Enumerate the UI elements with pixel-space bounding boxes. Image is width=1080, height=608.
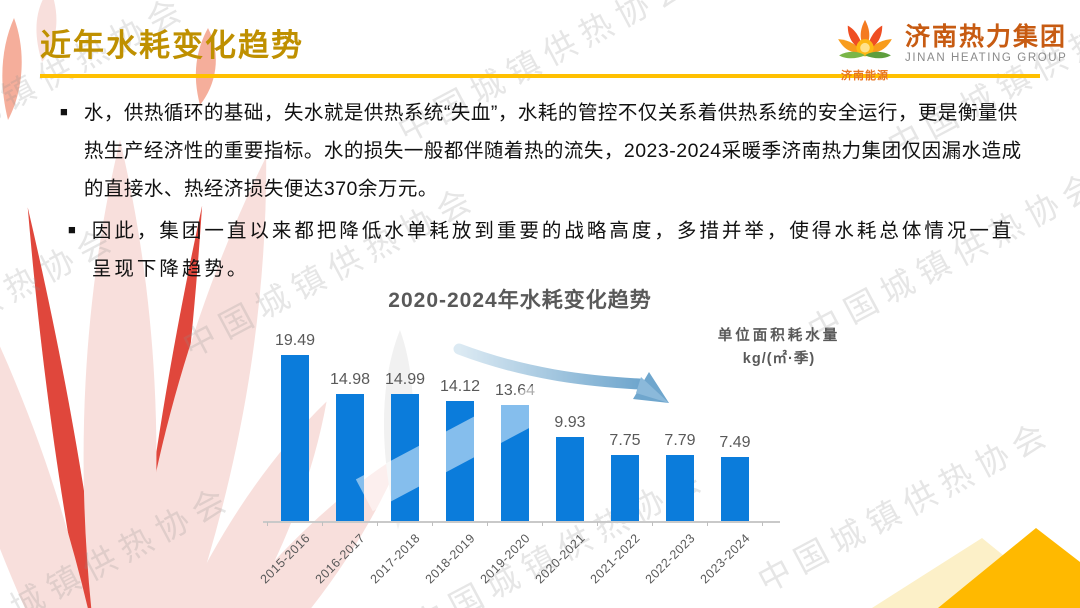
page-title: 近年水耗变化趋势 (40, 28, 304, 63)
lotus-flame-logo-icon (838, 19, 892, 59)
x-axis-label-2021-2022: 2021-2022 (587, 531, 643, 587)
downward-trend-arrow (453, 343, 669, 403)
bar-2016-2017 (336, 394, 364, 521)
x-axis-label-2022-2023: 2022-2023 (642, 531, 698, 587)
bullet-text-1: 水，供热循环的基础，失水就是供热系统“失血”，水耗的管控不仅关系着供热系统的安全… (83, 102, 1022, 200)
axis-tick (706, 522, 708, 526)
bullet-marker: ■ (68, 222, 76, 237)
corner-gold-triangle (938, 528, 1080, 608)
bullet-text-2: 因此，集团一直以来都把降低水单耗放到重要的战略高度，多措并举，使得水耗总体情况一… (91, 220, 1015, 280)
company-name-en: JINAN HEATING GROUP (905, 52, 1068, 64)
company-name-cn: 济南热力集团 (905, 23, 1068, 51)
axis-tick (486, 522, 488, 526)
x-axis-label-2016-2017: 2016-2017 (312, 531, 368, 587)
axis-tick (321, 522, 323, 526)
x-axis-label-2020-2021: 2020-2021 (532, 531, 588, 587)
company-logo: 济南能源 济南热力集团 JINAN HEATING GROUP (833, 18, 1067, 83)
chart-title: 2020-2024年水耗变化趋势 (388, 289, 652, 312)
body-text: ■ 水，供热循环的基础，失水就是供热系统“失血”，水耗的管控不仅关系着供热系统的… (60, 94, 1035, 292)
axis-tick (541, 522, 543, 526)
axis-tick (761, 522, 763, 526)
bar-value-label-2016-2017: 14.98 (329, 371, 371, 388)
bar-2015-2016 (281, 355, 309, 521)
bullet-marker: ■ (60, 104, 68, 119)
unit-label-line2: kg/(㎡·季) (742, 351, 816, 367)
unit-label-line1: 单位面积耗水量 (717, 328, 841, 344)
x-axis-label-2017-2018: 2017-2018 (367, 531, 423, 587)
bullet-item-2: ■ 因此，集团一直以来都把降低水单耗放到重要的战略高度，多措并举，使得水耗总体情… (68, 212, 1035, 288)
bullet-item-1: ■ 水，供热循环的基础，失水就是供热系统“失血”，水耗的管控不仅关系着供热系统的… (60, 94, 1035, 208)
x-axis-label-2019-2020: 2019-2020 (477, 531, 533, 587)
bar-2021-2022 (611, 455, 639, 521)
logo-brand-caption: 济南能源 (841, 70, 889, 82)
bar-value-label-2021-2022: 7.75 (609, 432, 641, 449)
title-underline (40, 74, 1040, 78)
bar-value-label-2018-2019: 14.12 (439, 378, 481, 395)
bar-2022-2023 (666, 455, 694, 521)
axis-tick (266, 522, 268, 526)
bar-value-label-2020-2021: 9.93 (554, 414, 586, 431)
axis-tick (651, 522, 653, 526)
bar-2023-2024 (721, 457, 749, 521)
bar-value-label-2017-2018: 14.99 (384, 371, 426, 388)
bar-value-label-2023-2024: 7.49 (719, 434, 751, 451)
x-axis-label-2018-2019: 2018-2019 (422, 531, 478, 587)
chart-xaxis: 2015-2016 2016-2017 2017-2018 2018-2019 2019… (258, 521, 780, 601)
axis-tick (376, 522, 378, 526)
bar-2020-2021 (556, 437, 584, 521)
bar-value-label-2022-2023: 7.79 (664, 432, 696, 449)
axis-tick (431, 522, 433, 526)
x-axis-label-2023-2024: 2023-2024 (697, 531, 753, 587)
chart-unit-label: 单位面积耗水量 kg/(㎡·季) (672, 324, 886, 368)
bar-value-label-2015-2016: 19.49 (274, 332, 316, 349)
chart-x-axis-line (263, 521, 780, 523)
axis-tick (596, 522, 598, 526)
